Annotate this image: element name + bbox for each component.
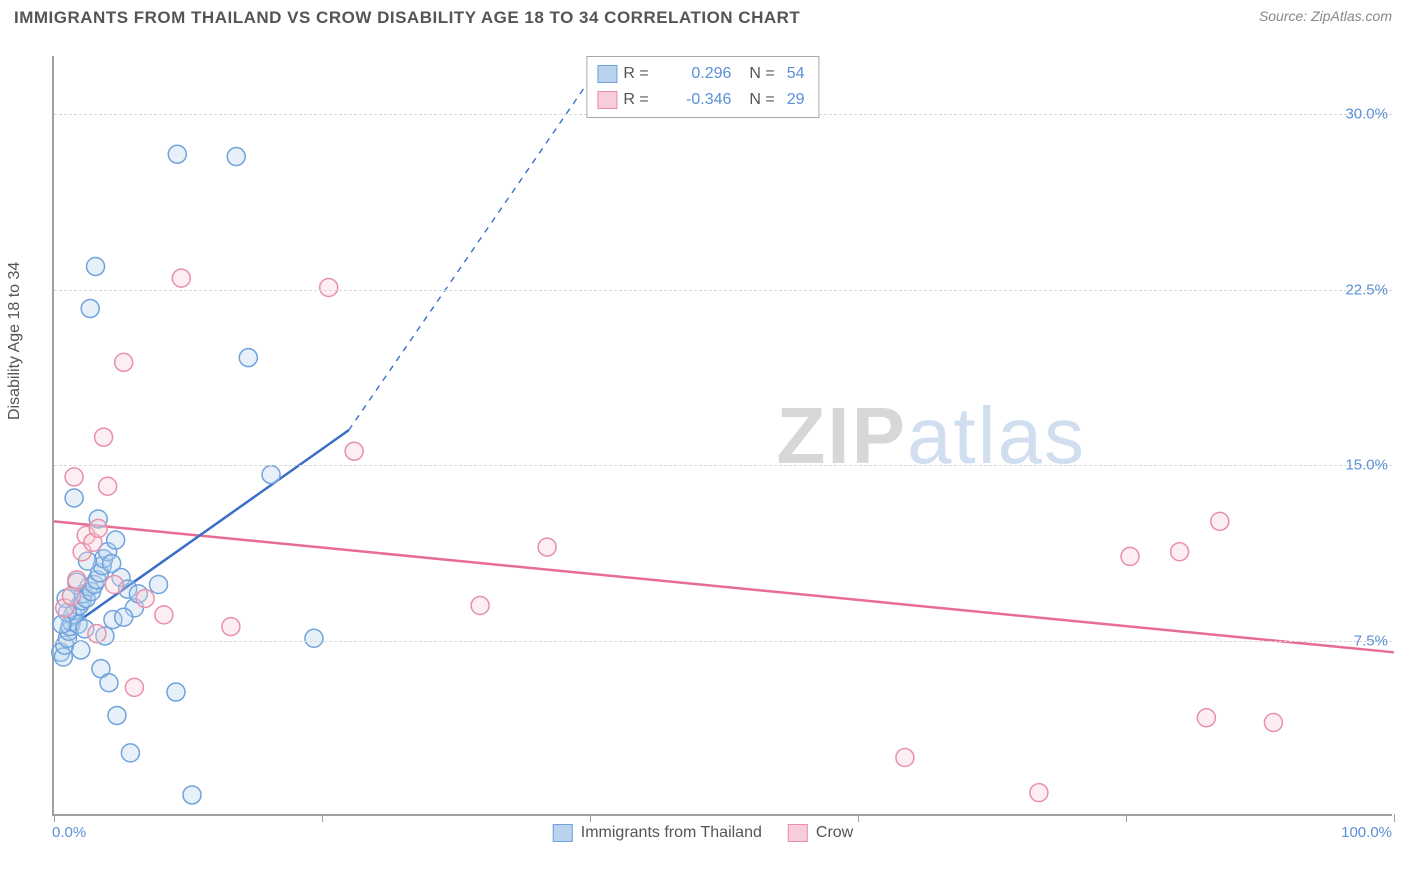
point-series2 (896, 749, 914, 767)
point-series2 (345, 442, 363, 460)
x-axis-min-label: 0.0% (52, 824, 86, 841)
point-series1 (305, 629, 323, 647)
x-tick-mark (858, 814, 859, 822)
chart-svg (54, 56, 1392, 814)
point-series2 (1264, 713, 1282, 731)
legend-item-series1: Immigrants from Thailand (553, 824, 762, 842)
trend-line-series2 (54, 521, 1394, 652)
trend-line-series1 (67, 430, 348, 629)
point-series2 (222, 618, 240, 636)
x-tick-mark (54, 814, 55, 822)
legend-row: R = -0.346 N = 29 (597, 87, 804, 113)
r-label: R = (623, 65, 657, 83)
point-series2 (320, 279, 338, 297)
point-series2 (1197, 709, 1215, 727)
point-series2 (1121, 547, 1139, 565)
n-label: N = (749, 91, 774, 109)
point-series2 (62, 587, 80, 605)
y-tick-label: 15.0% (1345, 457, 1394, 474)
point-series1 (168, 145, 186, 163)
gridline (54, 465, 1392, 466)
y-tick-label: 7.5% (1354, 632, 1394, 649)
point-series1 (167, 683, 185, 701)
point-series2 (105, 575, 123, 593)
x-tick-mark (1394, 814, 1395, 822)
r-value: -0.346 (663, 91, 731, 109)
legend-row: R = 0.296 N = 54 (597, 61, 804, 87)
source-citation: Source: ZipAtlas.com (1259, 8, 1392, 24)
point-series1 (183, 786, 201, 804)
legend-swatch (597, 91, 617, 109)
r-value: 0.296 (663, 65, 731, 83)
point-series2 (471, 597, 489, 615)
gridline (54, 290, 1392, 291)
correlation-legend: R = 0.296 N = 54 R = -0.346 N = 29 (586, 56, 819, 118)
legend-label-series2: Crow (816, 824, 853, 842)
legend-swatch-series1 (553, 824, 573, 842)
point-series2 (115, 353, 133, 371)
point-series1 (108, 706, 126, 724)
gridline (54, 641, 1392, 642)
n-label: N = (749, 65, 774, 83)
point-series1 (150, 575, 168, 593)
n-value: 29 (787, 91, 805, 109)
point-series2 (155, 606, 173, 624)
point-series2 (1211, 512, 1229, 530)
point-series2 (1171, 543, 1189, 561)
source-prefix: Source: (1259, 8, 1311, 24)
point-series1 (107, 531, 125, 549)
point-series1 (115, 608, 133, 626)
y-tick-label: 22.5% (1345, 281, 1394, 298)
point-series2 (136, 590, 154, 608)
y-tick-label: 30.0% (1345, 106, 1394, 123)
point-series2 (65, 468, 83, 486)
point-series1 (65, 489, 83, 507)
point-series1 (81, 300, 99, 318)
legend-swatch-series2 (788, 824, 808, 842)
trend-line-series1-dashed (349, 79, 590, 430)
legend-swatch (597, 65, 617, 83)
point-series1 (100, 674, 118, 692)
point-series1 (262, 466, 280, 484)
point-series2 (125, 678, 143, 696)
source-name: ZipAtlas.com (1311, 8, 1392, 24)
x-tick-mark (590, 814, 591, 822)
point-series2 (1030, 784, 1048, 802)
x-tick-mark (322, 814, 323, 822)
point-series2 (89, 519, 107, 537)
point-series1 (239, 349, 257, 367)
series-legend: Immigrants from Thailand Crow (553, 824, 853, 842)
chart-header: IMMIGRANTS FROM THAILAND VS CROW DISABIL… (14, 8, 1392, 28)
legend-label-series1: Immigrants from Thailand (581, 824, 762, 842)
point-series1 (53, 615, 71, 633)
point-series2 (172, 269, 190, 287)
point-series2 (99, 477, 117, 495)
legend-item-series2: Crow (788, 824, 853, 842)
point-series2 (68, 571, 86, 589)
point-series1 (87, 257, 105, 275)
n-value: 54 (787, 65, 805, 83)
point-series2 (538, 538, 556, 556)
chart-title: IMMIGRANTS FROM THAILAND VS CROW DISABIL… (14, 8, 800, 28)
y-axis-label: Disability Age 18 to 34 (6, 262, 24, 420)
x-axis-max-label: 100.0% (1341, 824, 1392, 841)
point-series2 (95, 428, 113, 446)
r-label: R = (623, 91, 657, 109)
plot-area: ZIPatlas 7.5%15.0%22.5%30.0% (52, 56, 1392, 816)
point-series1 (72, 641, 90, 659)
point-series1 (227, 148, 245, 166)
point-series1 (121, 744, 139, 762)
x-tick-mark (1126, 814, 1127, 822)
